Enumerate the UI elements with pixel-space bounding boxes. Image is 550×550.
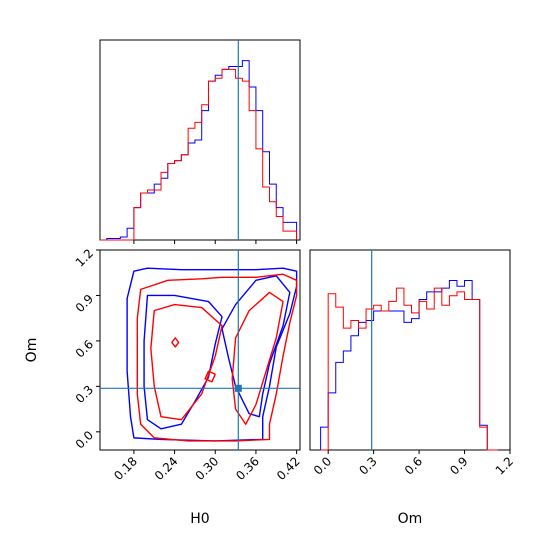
x-tick-label: 0.30 <box>193 454 222 483</box>
histogram-series-series_a <box>320 287 498 451</box>
contour-line-series_b <box>126 267 298 442</box>
histogram-series-group <box>100 60 298 241</box>
x-tick-label: 0.9 <box>447 454 470 477</box>
x-axis-label: H0 <box>190 511 209 527</box>
contour-line-series_a <box>150 303 223 421</box>
x-ticks: 0.0 0.3 0.6 0.9 1.2 <box>311 450 516 478</box>
panel-h0-om-contour: 0.18 0.24 0.30 0.36 0.42 0.00.30.60.91.2 H0 … <box>24 246 303 527</box>
panel-h0-histogram <box>99 39 301 244</box>
y-tick-label: 0.9 <box>73 292 96 315</box>
y-axis-label: Om <box>24 338 40 363</box>
panel-om-histogram: 0.0 0.3 0.6 0.9 1.2 Om <box>309 249 516 527</box>
x-tick-label: 0.42 <box>274 454 303 483</box>
panel-frame <box>309 249 511 451</box>
contour-line-series_a <box>136 273 298 442</box>
x-tick-label: 0.24 <box>152 454 181 483</box>
y-tick-label: 1.2 <box>73 246 96 269</box>
histogram-series-group <box>320 279 498 451</box>
x-tick-label: 1.2 <box>493 454 516 477</box>
truth-point-marker <box>234 384 242 392</box>
contour-line-series_a <box>231 291 284 425</box>
contour-line-series_a <box>171 337 180 348</box>
x-tick-label: 0.3 <box>356 454 379 477</box>
histogram-series-series_a <box>100 68 298 241</box>
x-tick-label: 0.6 <box>402 454 425 477</box>
x-ticks: 0.18 0.24 0.30 0.36 0.42 <box>111 450 303 483</box>
x-tick-label: 0.36 <box>233 454 262 483</box>
x-ticks <box>133 240 298 244</box>
x-tick-label: 0.0 <box>311 454 334 477</box>
x-axis-label: Om <box>398 511 423 527</box>
contour-line-series_a <box>204 370 216 383</box>
panel-frame <box>99 249 301 451</box>
histogram-series-series_b <box>320 279 498 451</box>
x-tick-label: 0.18 <box>111 454 140 483</box>
y-tick-label: 0.3 <box>73 383 96 406</box>
y-tick-label: 0.0 <box>73 428 96 451</box>
y-ticks: 0.0 0.3 0.6 0.9 1.2 <box>73 246 100 451</box>
y-tick-label: 0.6 <box>73 337 96 360</box>
contour-series-group <box>126 267 298 442</box>
